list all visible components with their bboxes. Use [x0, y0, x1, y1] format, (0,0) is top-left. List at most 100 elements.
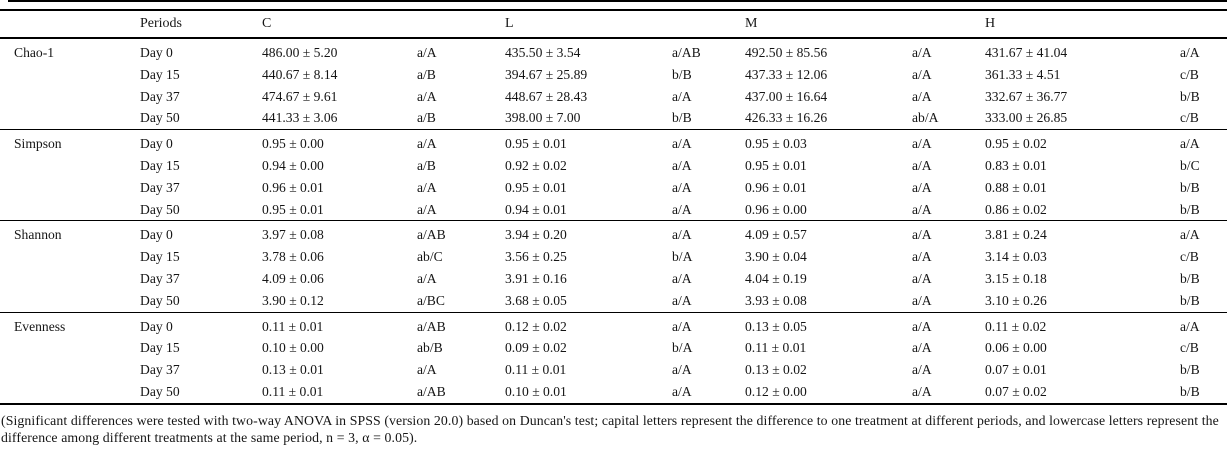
period-cell: Day 15 [140, 249, 180, 265]
diversity-index-label [0, 381, 140, 404]
diversity-index-label [0, 246, 140, 268]
header-sig-spacer [1180, 10, 1227, 39]
table-row: Day 50 0.95 ± 0.01 a/A 0.94 ± 0.01 a/A 0.96 ±… [0, 199, 1227, 221]
period-cell: Day 0 [140, 129, 262, 155]
significance-cell: a/A [417, 201, 437, 217]
value-cell: 0.88 ± 0.01 [985, 179, 1047, 195]
value-cell: 0.95 ± 0.00 [262, 129, 417, 155]
table-body: Chao-1 Day 0 486.00 ± 5.20 a/A 435.50 ± 3.54… [0, 37, 1227, 404]
significance-cell: a/BC [417, 292, 445, 308]
value-cell: 0.95 ± 0.03 [745, 129, 912, 155]
value-cell: 492.50 ± 85.56 [745, 37, 912, 64]
value-cell: 332.67 ± 36.77 [985, 88, 1068, 104]
significance-cell: a/A [672, 220, 745, 247]
significance-cell: a/A [672, 157, 692, 173]
significance-cell: a/B [417, 66, 436, 82]
table-header: Periods C L M H [0, 10, 1227, 39]
value-cell: 0.11 ± 0.01 [262, 383, 324, 399]
significance-cell: a/B [417, 157, 436, 173]
significance-cell: a/A [912, 201, 932, 217]
diversity-index-label [0, 337, 140, 359]
diversity-index-label [0, 290, 140, 312]
value-cell: 3.56 ± 0.25 [505, 249, 567, 265]
value-cell: 0.06 ± 0.00 [985, 340, 1047, 356]
value-cell: 3.78 ± 0.06 [262, 249, 324, 265]
value-cell: 0.11 ± 0.02 [985, 311, 1180, 338]
diversity-index-label [0, 107, 140, 129]
significance-cell: a/A [417, 88, 437, 104]
value-cell: 3.90 ± 0.04 [745, 249, 807, 265]
significance-cell: a/A [912, 362, 932, 378]
significance-cell: a/A [1180, 311, 1227, 338]
value-cell: 0.11 ± 0.01 [745, 340, 807, 356]
value-cell: 0.12 ± 0.00 [745, 383, 807, 399]
value-cell: 0.13 ± 0.05 [745, 311, 912, 338]
significance-cell: c/B [1180, 66, 1199, 82]
significance-cell: a/A [417, 362, 437, 378]
value-cell: 431.67 ± 41.04 [985, 37, 1180, 64]
header-row: Periods C L M H [0, 10, 1227, 39]
alpha-diversity-table: Periods C L M H Chao-1 Day 0 486.00 ± 5.20… [0, 9, 1227, 405]
significance-cell: a/A [672, 88, 692, 104]
table-row: Day 37 4.09 ± 0.06 a/A 3.91 ± 0.16 a/A 4.04 ±… [0, 268, 1227, 290]
significance-cell: a/A [417, 270, 437, 286]
period-cell: Day 15 [140, 340, 180, 356]
header-treatment-m: M [745, 10, 912, 39]
value-cell: 3.81 ± 0.24 [985, 220, 1180, 247]
significance-cell: a/AB [672, 37, 745, 64]
value-cell: 398.00 ± 7.00 [505, 110, 581, 126]
value-cell: 3.91 ± 0.16 [505, 270, 567, 286]
table-row: Shannon Day 0 3.97 ± 0.08 a/AB 3.94 ± 0.20 a/… [0, 220, 1227, 247]
significance-cell: b/B [1180, 292, 1200, 308]
value-cell: 0.13 ± 0.02 [745, 362, 807, 378]
period-cell: Day 15 [140, 157, 180, 173]
value-cell: 0.07 ± 0.01 [985, 362, 1047, 378]
significance-cell: a/AB [417, 383, 446, 399]
significance-cell: a/A [672, 129, 745, 155]
significance-cell: b/B [1180, 383, 1200, 399]
significance-cell: b/C [1180, 157, 1200, 173]
significance-cell: b/B [1180, 362, 1200, 378]
period-cell: Day 0 [140, 311, 262, 338]
significance-cell: a/A [912, 179, 932, 195]
header-treatment-c: C [262, 10, 417, 39]
significance-cell: a/A [672, 179, 692, 195]
value-cell: 3.14 ± 0.03 [985, 249, 1047, 265]
value-cell: 435.50 ± 3.54 [505, 37, 672, 64]
table-row: Simpson Day 0 0.95 ± 0.00 a/A 0.95 ± 0.01 a/A… [0, 129, 1227, 155]
diversity-index-label [0, 268, 140, 290]
significance-cell: a/A [672, 383, 692, 399]
significance-cell: a/A [1180, 220, 1227, 247]
significance-cell: b/B [1180, 179, 1200, 195]
diversity-index-label [0, 86, 140, 108]
table-row: Day 15 3.78 ± 0.06 ab/C 3.56 ± 0.25 b/A 3.90 … [0, 246, 1227, 268]
value-cell: 3.68 ± 0.05 [505, 292, 567, 308]
header-treatment-h: H [985, 10, 1180, 39]
significance-cell: a/A [912, 157, 932, 173]
value-cell: 0.95 ± 0.02 [985, 129, 1180, 155]
value-cell: 0.96 ± 0.01 [745, 179, 807, 195]
diversity-index-label: Chao-1 [0, 37, 140, 64]
significance-cell: a/A [672, 270, 692, 286]
period-cell: Day 50 [140, 201, 180, 217]
significance-cell: a/A [672, 201, 692, 217]
top-rule [8, 0, 1227, 2]
diversity-index-label [0, 155, 140, 177]
significance-cell: a/A [912, 311, 985, 338]
significance-cell: b/B [1180, 201, 1200, 217]
value-cell: 0.96 ± 0.00 [745, 201, 807, 217]
significance-cell: a/A [672, 362, 692, 378]
period-cell: Day 37 [140, 270, 180, 286]
significance-cell: a/A [912, 249, 932, 265]
significance-cell: a/B [417, 110, 436, 126]
value-cell: 426.33 ± 16.26 [745, 110, 828, 126]
significance-cell: c/B [1180, 110, 1199, 126]
significance-cell: a/A [672, 292, 692, 308]
significance-cell: b/A [672, 340, 693, 356]
significance-cell: a/A [672, 311, 745, 338]
table-row: Day 15 0.10 ± 0.00 ab/B 0.09 ± 0.02 b/A 0.11 … [0, 337, 1227, 359]
table-row: Evenness Day 0 0.11 ± 0.01 a/AB 0.12 ± 0.02 a… [0, 311, 1227, 338]
table-row: Chao-1 Day 0 486.00 ± 5.20 a/A 435.50 ± 3.54… [0, 37, 1227, 64]
significance-cell: a/A [417, 179, 437, 195]
value-cell: 0.86 ± 0.02 [985, 201, 1047, 217]
